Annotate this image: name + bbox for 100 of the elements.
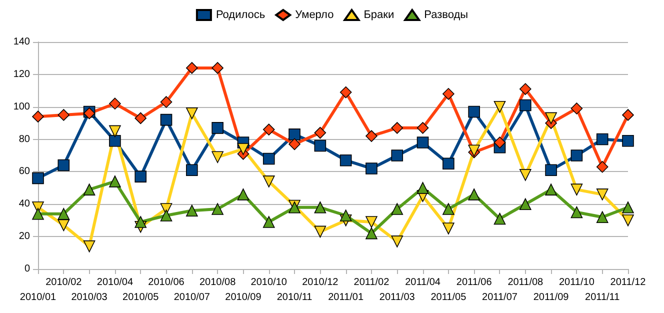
legend-label: Браки xyxy=(364,9,394,21)
point xyxy=(160,210,172,222)
point xyxy=(237,143,250,155)
point xyxy=(622,135,634,147)
point xyxy=(288,138,300,150)
x-tick-label: 2011/06 xyxy=(456,277,492,288)
point xyxy=(58,219,70,232)
point xyxy=(570,150,583,162)
point xyxy=(622,109,634,121)
x-tick-label: 2010/03 xyxy=(71,292,108,303)
x-tick-label: 2010/04 xyxy=(96,277,134,288)
point xyxy=(134,112,147,124)
point xyxy=(160,96,172,108)
point xyxy=(570,206,583,218)
point xyxy=(494,100,506,113)
point xyxy=(596,160,608,173)
point xyxy=(262,176,275,188)
point xyxy=(314,140,326,152)
point xyxy=(186,62,198,74)
point xyxy=(340,210,352,222)
point xyxy=(391,203,404,215)
x-tick-label: 2011/11 xyxy=(585,292,620,303)
point xyxy=(262,152,275,165)
x-tick-label: 2010/11 xyxy=(276,292,313,303)
point xyxy=(519,198,532,210)
x-tick-label: 2011/04 xyxy=(405,277,441,288)
x-tick-label: 2011/01 xyxy=(328,292,364,303)
x-tick-label: 2010/08 xyxy=(199,277,236,288)
y-tick-label: 0 xyxy=(24,264,30,274)
point xyxy=(186,107,198,120)
point xyxy=(262,216,275,228)
point xyxy=(186,164,198,176)
point xyxy=(622,201,634,214)
point xyxy=(545,164,557,176)
point xyxy=(519,83,532,95)
point xyxy=(32,208,44,220)
point xyxy=(442,88,454,100)
x-tick-label: 2010/09 xyxy=(225,292,262,303)
point xyxy=(596,133,608,146)
legend-label: Родилось xyxy=(216,9,266,21)
point xyxy=(160,114,172,126)
x-tick-label: 2010/01 xyxy=(20,292,57,303)
x-tick-label: 2011/07 xyxy=(482,292,518,303)
x-tick-label: 2010/12 xyxy=(302,277,339,288)
point xyxy=(212,203,224,215)
x-tick-label: 2010/06 xyxy=(148,277,185,288)
legend-label: Умерло xyxy=(295,9,334,21)
y-tick-label: 100 xyxy=(13,101,30,112)
point xyxy=(237,188,250,200)
point xyxy=(340,86,352,98)
y-tick-label: 60 xyxy=(18,166,30,178)
point xyxy=(314,226,326,238)
point xyxy=(134,216,147,228)
y-tick-label: 20 xyxy=(18,231,30,242)
point xyxy=(366,130,378,142)
point xyxy=(442,203,454,215)
point xyxy=(416,136,429,148)
y-tick-label: 140 xyxy=(13,36,30,48)
point xyxy=(468,106,480,118)
point xyxy=(391,236,404,248)
point xyxy=(32,172,44,184)
point xyxy=(58,109,70,121)
y-tick-label: 80 xyxy=(18,134,30,145)
point xyxy=(366,162,378,174)
point xyxy=(314,126,326,139)
point xyxy=(596,188,608,200)
point xyxy=(622,214,634,226)
x-tick-label: 2011/08 xyxy=(508,277,544,288)
point xyxy=(468,188,480,200)
point xyxy=(212,62,224,74)
point xyxy=(416,182,429,194)
point xyxy=(494,212,506,225)
point xyxy=(570,184,583,196)
point xyxy=(134,170,147,182)
x-tick-label: 2011/10 xyxy=(558,277,595,288)
point xyxy=(262,124,275,136)
point xyxy=(442,158,454,170)
point xyxy=(109,176,121,188)
x-tick-label: 2011/03 xyxy=(379,292,416,303)
point xyxy=(391,150,404,162)
point xyxy=(366,227,378,240)
x-tick-label: 2011/05 xyxy=(430,292,467,303)
point xyxy=(519,99,532,112)
point xyxy=(545,184,557,196)
point xyxy=(186,204,198,217)
x-tick-label: 2010/05 xyxy=(122,292,160,303)
point xyxy=(32,110,44,122)
point xyxy=(442,222,454,234)
y-tick-label: 120 xyxy=(13,68,30,80)
point xyxy=(212,151,224,164)
point xyxy=(519,169,532,181)
point xyxy=(58,159,70,172)
y-tick-label: 40 xyxy=(18,198,30,210)
point xyxy=(545,112,557,124)
x-tick-label: 2011/12 xyxy=(610,277,646,288)
x-tick-label: 2011/09 xyxy=(533,292,570,303)
point xyxy=(366,216,378,228)
point xyxy=(494,136,506,148)
point xyxy=(596,211,608,224)
point xyxy=(212,122,224,134)
